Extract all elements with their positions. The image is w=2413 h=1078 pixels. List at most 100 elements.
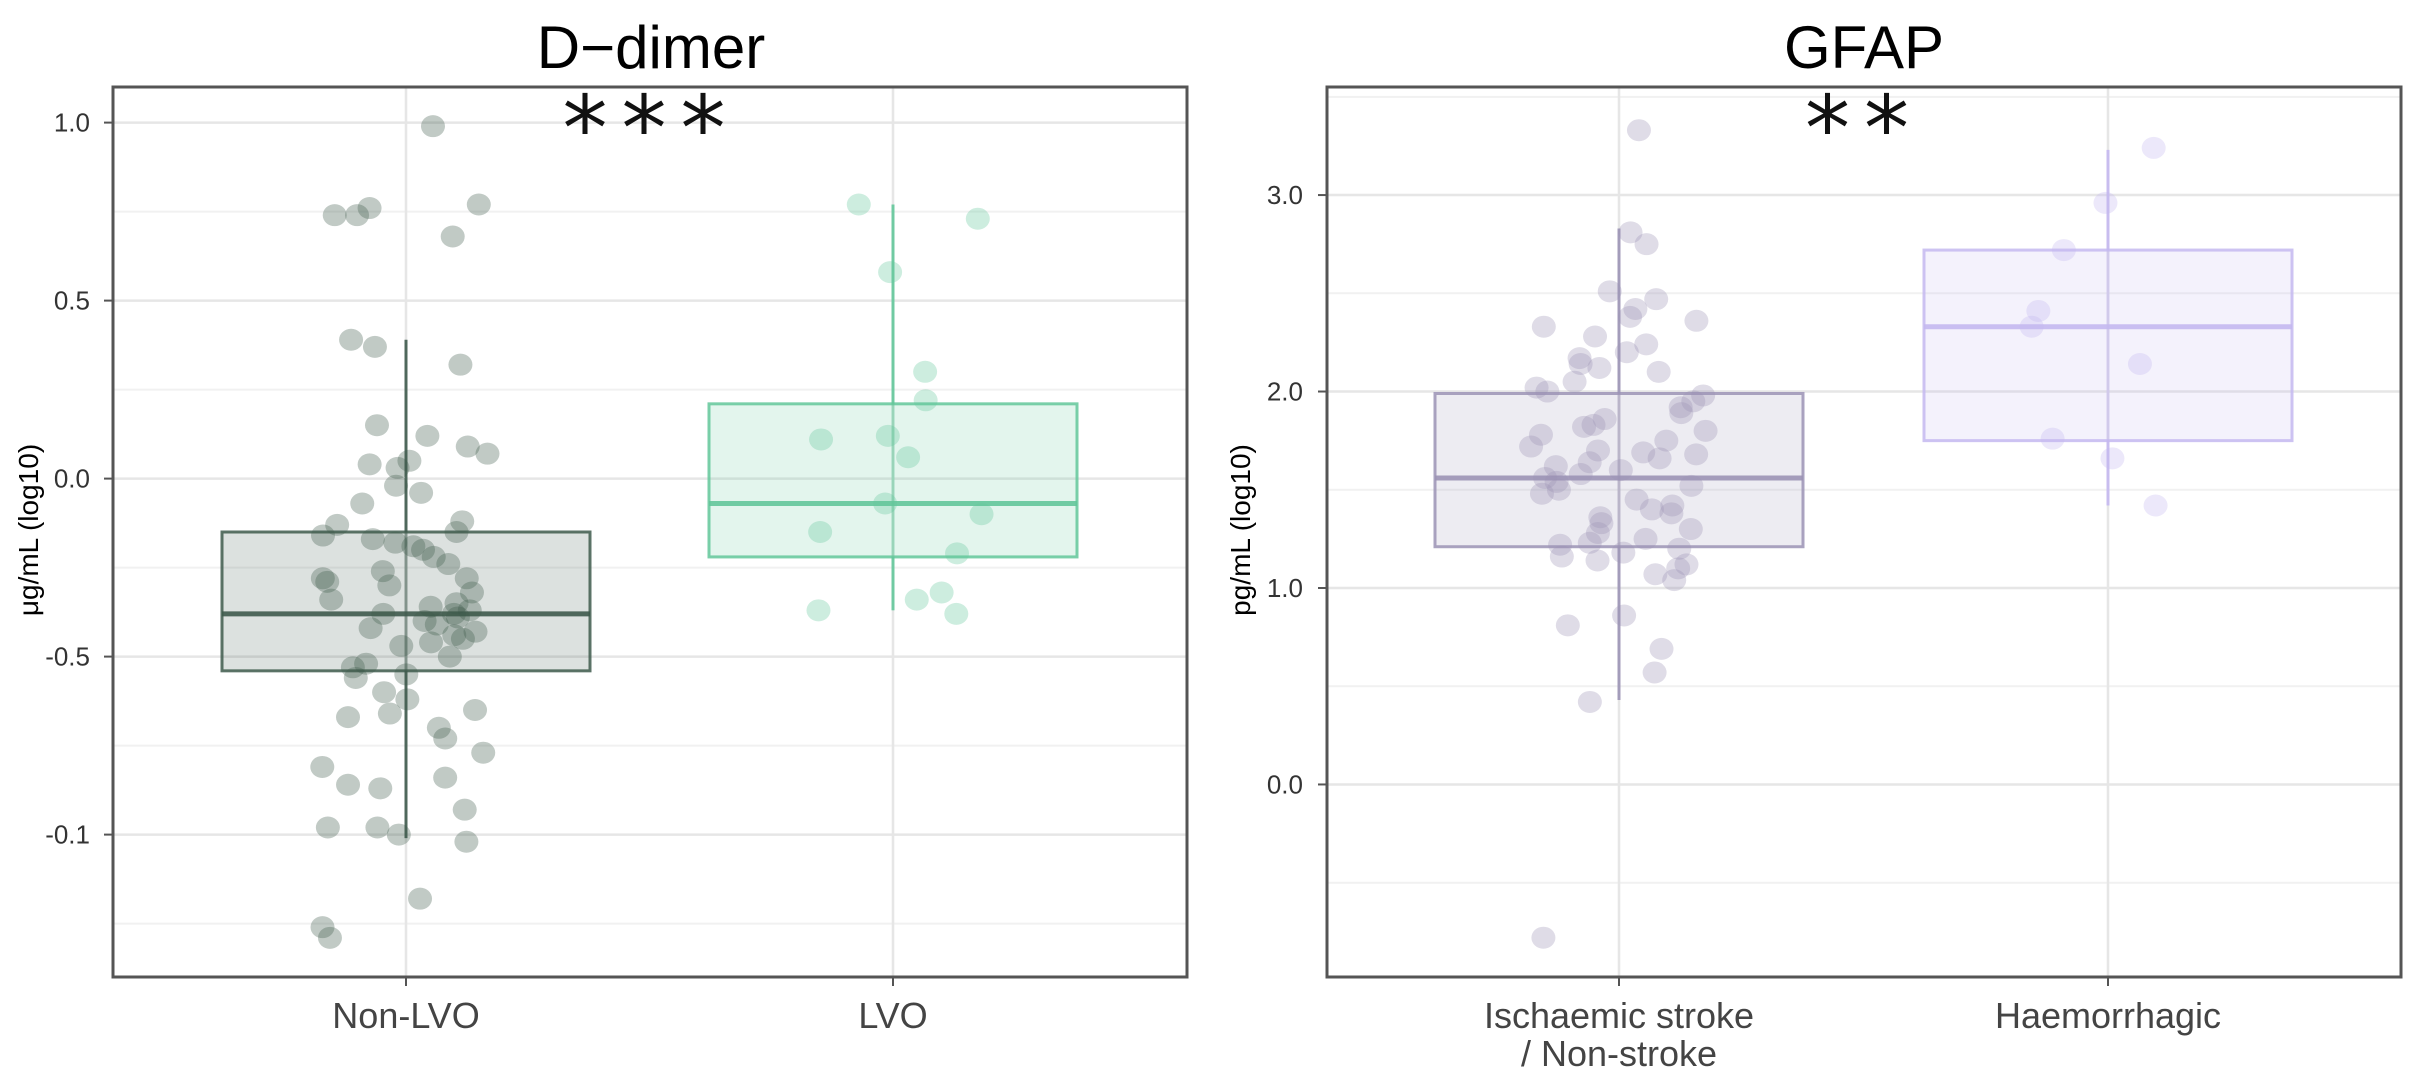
ddimer-data-point [455, 435, 480, 458]
gfap-data-point [1586, 439, 1611, 462]
gfap-ytick-label: 1.0 [1267, 573, 1303, 603]
ddimer-data-point [913, 389, 938, 412]
gfap-data-point [1684, 443, 1709, 466]
ddimer-data-point [426, 716, 451, 739]
ddimer-data-point [322, 204, 347, 227]
ddimer-data-point [873, 492, 898, 515]
gfap-data-point [1546, 478, 1571, 501]
gfap-ytick-label: 2.0 [1267, 377, 1303, 407]
gfap-box-1 [1922, 149, 2294, 506]
ddimer-data-point [452, 798, 477, 821]
gfap-data-point [1660, 494, 1685, 517]
ddimer-data-point [377, 574, 402, 597]
gfap-data-point [1529, 482, 1554, 505]
ddimer-data-point [310, 567, 335, 590]
gfap-data-point [1544, 470, 1569, 493]
ddimer-data-point [913, 360, 938, 383]
gfap-panel: 3.0 2.0 1.0 0.0 GFAP ** pg/mL (log10) Ischa… [1225, 14, 2403, 1074]
gfap-data-point [1533, 466, 1558, 489]
ddimer-data-point [370, 560, 395, 583]
ddimer-data-point [944, 602, 969, 625]
gfap-data-point [1568, 353, 1593, 376]
gfap-ytick-label: 3.0 [1267, 180, 1303, 210]
ddimer-data-point [395, 688, 420, 711]
gfap-data-point [1626, 119, 1651, 142]
ddimer-data-point [450, 510, 475, 533]
gfap-data-point [1681, 390, 1706, 413]
ddimer-ytick-label: 1.0 [54, 108, 90, 138]
ddimer-data-point [466, 193, 491, 216]
gfap-data-point [2127, 353, 2152, 376]
gfap-data-point [1631, 441, 1656, 464]
ddimer-ytick-label: 0.0 [54, 464, 90, 494]
ddimer-data-point [357, 197, 382, 220]
ddimer-data-point [384, 474, 409, 497]
gfap-data-point [1693, 419, 1718, 442]
ddimer-plot-layer: 1.0 0.5 0.0 -0.5 -0.1 [45, 85, 1189, 986]
ddimer-significance: *** [563, 77, 740, 182]
ddimer-data-point [424, 613, 449, 636]
ddimer-data-point [945, 542, 970, 565]
ddimer-ytick-label: -0.1 [45, 820, 90, 850]
ddimer-data-point [383, 531, 408, 554]
ddimer-data-point [440, 225, 465, 248]
gfap-data-point [1624, 488, 1649, 511]
gfap-data-point [1612, 604, 1637, 627]
ddimer-ytick-label: 0.5 [54, 286, 90, 316]
gfap-data-point [1524, 376, 1549, 399]
gfap-significance: ** [1805, 77, 1923, 182]
ddimer-data-point [846, 193, 871, 216]
gfap-data-point [1618, 305, 1643, 328]
ddimer-data-point [444, 521, 469, 543]
ddimer-data-point [339, 328, 364, 351]
gfap-data-point [1678, 518, 1703, 541]
ddimer-data-point [335, 706, 360, 729]
gfap-data-point [1668, 396, 1693, 419]
ddimer-data-point [433, 727, 458, 750]
gfap-xtick-ischaemic-line2: / Non-stroke [1521, 1033, 1717, 1074]
ddimer-data-point [311, 524, 336, 547]
gfap-data-point [1659, 502, 1684, 525]
ddimer-data-point [343, 666, 368, 689]
ddimer-ytick-label: -0.5 [45, 642, 90, 672]
ddimer-data-point [377, 702, 402, 725]
gfap-ylabel: pg/mL (log10) [1225, 444, 1256, 616]
gfap-data-point [1608, 459, 1633, 482]
gfap-data-point [1666, 557, 1691, 580]
ddimer-data-point [442, 624, 467, 647]
gfap-data-point [1614, 341, 1639, 364]
gfap-data-point [1623, 298, 1648, 321]
ddimer-data-point [904, 588, 929, 611]
ddimer-data-point [360, 528, 385, 551]
ddimer-data-point [878, 261, 903, 284]
gfap-data-point [1634, 233, 1659, 256]
ddimer-data-point [463, 699, 488, 721]
gfap-data-point [1585, 549, 1610, 572]
gfap-data-point [1572, 415, 1597, 438]
ddimer-data-point [806, 599, 831, 622]
ddimer-data-point [965, 207, 990, 230]
ddimer-data-point [436, 553, 461, 576]
gfap-data-point [2019, 315, 2044, 338]
gfap-data-point [1531, 926, 1556, 949]
ddimer-data-point [358, 617, 383, 640]
gfap-data-point [1649, 637, 1674, 660]
gfap-data-point [1643, 563, 1668, 586]
ddimer-data-point [441, 602, 466, 625]
ddimer-data-point [315, 570, 340, 593]
ddimer-data-point [457, 599, 482, 622]
gfap-title: GFAP [1784, 14, 1944, 81]
ddimer-data-point [437, 645, 462, 668]
ddimer-data-point [444, 592, 469, 615]
ddimer-data-point [340, 656, 365, 679]
gfap-data-point [1646, 360, 1671, 383]
ddimer-data-point [418, 595, 443, 618]
gfap-data-point [1597, 280, 1622, 303]
ddimer-data-point [471, 741, 496, 764]
ddimer-data-point [325, 513, 350, 536]
gfap-data-point [1577, 451, 1602, 474]
ddimer-xtick-lvo: LVO [858, 995, 927, 1036]
gfap-data-point [1549, 545, 1574, 568]
ddimer-data-point [929, 581, 954, 604]
gfap-data-point [1585, 521, 1610, 544]
